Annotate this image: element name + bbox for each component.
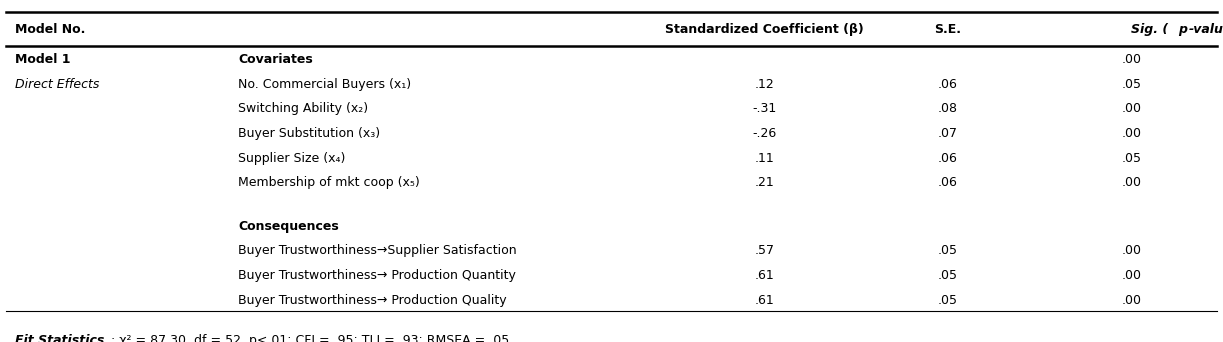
Text: Covariates: Covariates xyxy=(238,53,313,66)
Text: .61: .61 xyxy=(755,294,774,307)
Text: -.26: -.26 xyxy=(752,127,777,140)
Text: .00: .00 xyxy=(1121,127,1141,140)
Text: .00: .00 xyxy=(1121,269,1141,282)
Text: : χ² = 87.30, df = 52, p<.01; CFI = .95; TLI = .93; RMSEA = .05: : χ² = 87.30, df = 52, p<.01; CFI = .95;… xyxy=(111,334,510,342)
Text: .05: .05 xyxy=(1121,78,1141,91)
Text: .06: .06 xyxy=(938,176,958,189)
Text: .05: .05 xyxy=(1121,152,1141,165)
Text: Standardized Coefficient (β): Standardized Coefficient (β) xyxy=(665,23,863,36)
Text: Supplier Size (x₄): Supplier Size (x₄) xyxy=(238,152,346,165)
Text: -.31: -.31 xyxy=(752,103,777,116)
Text: .21: .21 xyxy=(755,176,774,189)
Text: Membership of mkt coop (x₅): Membership of mkt coop (x₅) xyxy=(238,176,421,189)
Text: Buyer Substitution (x₃): Buyer Substitution (x₃) xyxy=(238,127,380,140)
Text: .12: .12 xyxy=(755,78,774,91)
Text: .00: .00 xyxy=(1121,294,1141,307)
Text: No. Commercial Buyers (x₁): No. Commercial Buyers (x₁) xyxy=(238,78,412,91)
Text: Buyer Trustworthiness→ Production Quality: Buyer Trustworthiness→ Production Qualit… xyxy=(238,294,508,307)
Text: Model No.: Model No. xyxy=(15,23,86,36)
Text: -value): -value) xyxy=(1189,23,1223,36)
Text: .08: .08 xyxy=(938,103,958,116)
Text: Buyer Trustworthiness→ Production Quantity: Buyer Trustworthiness→ Production Quanti… xyxy=(238,269,516,282)
Text: Sig. (: Sig. ( xyxy=(1131,23,1168,36)
Text: Direct Effects: Direct Effects xyxy=(15,78,99,91)
Text: Fit Statistics: Fit Statistics xyxy=(15,334,104,342)
Text: .06: .06 xyxy=(938,78,958,91)
Text: .00: .00 xyxy=(1121,245,1141,258)
Text: Buyer Trustworthiness→Supplier Satisfaction: Buyer Trustworthiness→Supplier Satisfact… xyxy=(238,245,517,258)
Text: .05: .05 xyxy=(938,294,958,307)
Text: p: p xyxy=(1178,23,1186,36)
Text: S.E.: S.E. xyxy=(934,23,961,36)
Text: .11: .11 xyxy=(755,152,774,165)
Text: Model 1: Model 1 xyxy=(15,53,70,66)
Text: .57: .57 xyxy=(755,245,774,258)
Text: Consequences: Consequences xyxy=(238,220,339,233)
Text: .05: .05 xyxy=(938,245,958,258)
Text: .05: .05 xyxy=(938,269,958,282)
Text: .00: .00 xyxy=(1121,103,1141,116)
Text: Switching Ability (x₂): Switching Ability (x₂) xyxy=(238,103,368,116)
Text: .06: .06 xyxy=(938,152,958,165)
Text: .07: .07 xyxy=(938,127,958,140)
Text: .00: .00 xyxy=(1121,53,1141,66)
Text: .61: .61 xyxy=(755,269,774,282)
Text: .00: .00 xyxy=(1121,176,1141,189)
